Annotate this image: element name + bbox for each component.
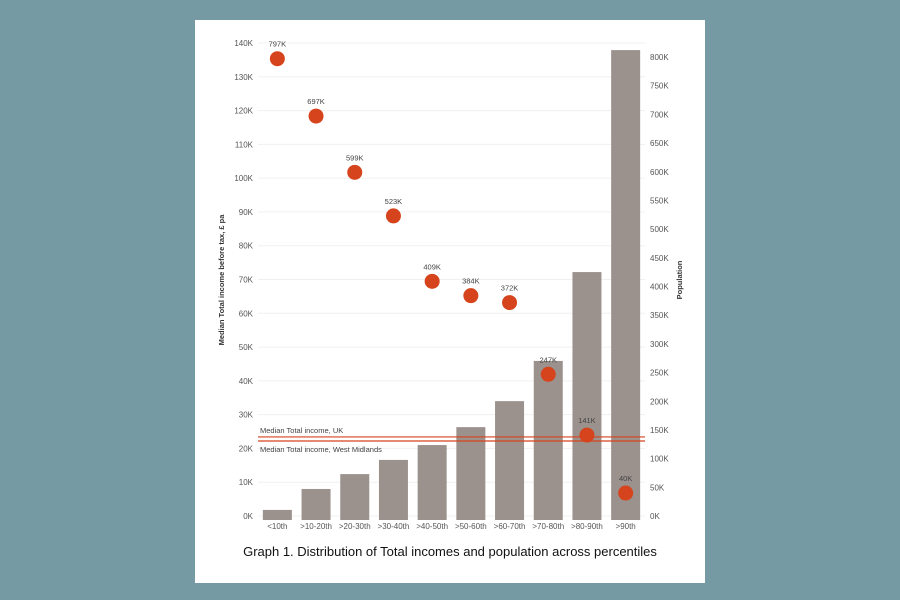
y-tick-label: 100K (234, 174, 253, 183)
y-tick-label: 130K (234, 73, 253, 82)
y2-tick-label: 400K (650, 283, 669, 292)
y-tick-label: 70K (239, 276, 254, 285)
data-label: 409K (423, 262, 441, 271)
chart-title: Graph 1. Distribution of Total incomes a… (243, 544, 657, 559)
y2-tick-label: 750K (650, 82, 669, 91)
y-axis-title: Median Total income before tax, £ pa (217, 214, 226, 346)
population-dot (540, 366, 556, 382)
y-tick-label: 0K (243, 512, 253, 521)
bar (456, 427, 486, 520)
reference-line-label: Median Total income, West Midlands (260, 445, 382, 454)
data-label: 384K (462, 277, 480, 286)
y2-tick-label: 600K (650, 168, 669, 177)
y2-tick-label: 800K (650, 53, 669, 62)
population-dot (269, 51, 285, 67)
x-tick-label: >20-30th (339, 522, 371, 531)
y-tick-label: 30K (239, 411, 254, 420)
data-label: 797K (269, 40, 287, 49)
data-label: 247K (539, 355, 557, 364)
population-dot (579, 427, 595, 443)
data-label: 599K (346, 153, 364, 162)
population-dot (463, 288, 479, 304)
y-tick-label: 110K (235, 140, 254, 149)
bar (572, 272, 602, 520)
bar (301, 488, 331, 520)
y2-tick-label: 700K (650, 110, 669, 119)
bar (495, 401, 525, 520)
y-tick-label: 50K (239, 343, 254, 352)
y2-tick-label: 550K (650, 196, 669, 205)
x-tick-label: >10-20th (300, 522, 332, 531)
y2-tick-label: 0K (650, 512, 660, 521)
reference-line-label: Median Total income, UK (260, 426, 343, 435)
y-tick-label: 40K (239, 377, 254, 386)
y2-axis-title: Population (675, 260, 684, 299)
bar (378, 459, 408, 520)
y-tick-label: 20K (239, 444, 254, 453)
y2-tick-label: 650K (650, 139, 669, 148)
y2-tick-label: 250K (650, 369, 669, 378)
data-label: 372K (501, 284, 519, 293)
data-label: 523K (385, 197, 403, 206)
bar (340, 474, 370, 520)
y-tick-label: 10K (239, 478, 254, 487)
y-tick-label: 90K (239, 208, 254, 217)
population-dot (308, 108, 324, 124)
y-tick-label: 60K (239, 309, 254, 318)
y2-tick-label: 300K (650, 340, 669, 349)
population-dot (618, 485, 634, 501)
x-tick-label: >80-90th (571, 522, 603, 531)
y-tick-label: 140K (234, 39, 253, 48)
bar (262, 509, 292, 520)
x-tick-label: <10th (267, 522, 287, 531)
y2-tick-label: 50K (650, 483, 665, 492)
x-tick-label: >60-70th (494, 522, 526, 531)
y-tick-label: 120K (234, 107, 253, 116)
y2-tick-label: 150K (650, 426, 669, 435)
x-tick-label: >50-60th (455, 522, 487, 531)
population-dot (347, 164, 363, 180)
data-label: 40K (619, 474, 632, 483)
income-population-chart: 0K 10K 20K 30K 40K 50K 60K 70K 80K 90K 100K 110K 120… (217, 39, 684, 531)
data-label: 697K (307, 97, 325, 106)
bar (611, 50, 641, 520)
y2-tick-label: 200K (650, 397, 669, 406)
y2-tick-label: 350K (650, 311, 669, 320)
y2-tick-label: 500K (650, 225, 669, 234)
x-tick-label: >90th (616, 522, 636, 531)
population-dot (385, 208, 401, 224)
population-dot (424, 273, 440, 289)
y2-tick-label: 100K (650, 455, 669, 464)
chart-card: 0K 10K 20K 30K 40K 50K 60K 70K 80K 90K 100K 110K 120… (195, 20, 705, 583)
bar (417, 445, 447, 520)
x-tick-label: >40-50th (416, 522, 448, 531)
x-tick-label: >30-40th (378, 522, 410, 531)
y2-tick-label: 450K (650, 254, 669, 263)
population-dot (502, 295, 518, 311)
data-label: 141K (578, 416, 596, 425)
x-tick-label: >70-80th (532, 522, 564, 531)
y-tick-label: 80K (239, 242, 254, 251)
